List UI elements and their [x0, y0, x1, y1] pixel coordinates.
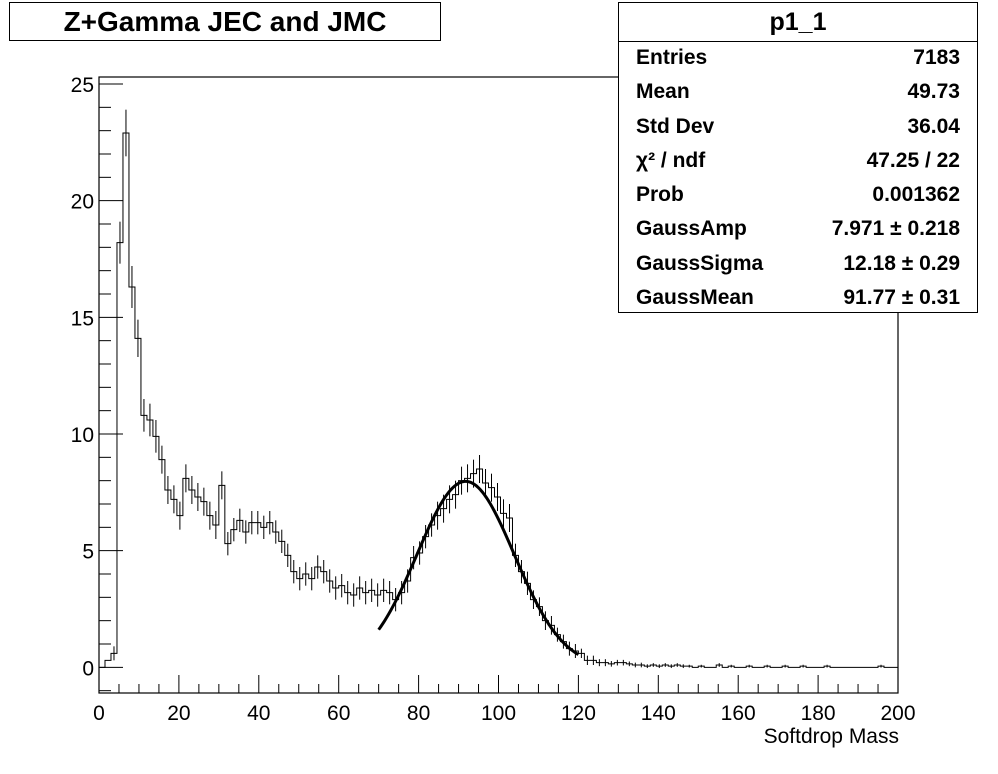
stats-row-gaussamp: GaussAmp 7.971 ± 0.218	[619, 213, 977, 247]
x-tick-label: 160	[721, 702, 756, 725]
stats-row-chi2: χ² / ndf 47.25 / 22	[619, 145, 977, 179]
stats-row-prob: Prob 0.001362	[619, 179, 977, 213]
stats-value: 36.04	[907, 114, 960, 138]
x-tick-label: 140	[641, 702, 676, 725]
stats-row-entries: Entries 7183	[619, 42, 977, 76]
chart-title-box: Z+Gamma JEC and JMC	[9, 2, 441, 41]
x-tick-label: 40	[247, 702, 270, 725]
stats-label: Prob	[636, 183, 684, 207]
stats-label: GaussMean	[636, 286, 754, 310]
x-tick-label: 0	[93, 702, 105, 725]
stats-value: 7.971 ± 0.218	[831, 217, 960, 241]
chart-title: Z+Gamma JEC and JMC	[63, 5, 387, 37]
x-tick-label: 100	[481, 702, 516, 725]
axes: 0 20 40 60 80 100 120 140 160 180 200 0 5 10 15 20 25	[71, 74, 916, 725]
stats-value: 0.001362	[872, 183, 960, 207]
x-tick-label: 180	[801, 702, 836, 725]
stats-row-stddev: Std Dev 36.04	[619, 111, 977, 145]
stats-title: p1_1	[619, 3, 977, 42]
stats-row-mean: Mean 49.73	[619, 76, 977, 110]
y-tick-label: 0	[82, 657, 94, 680]
stats-label: χ² / ndf	[636, 148, 706, 172]
stats-box: p1_1 Entries 7183 Mean 49.73 Std Dev 36.…	[618, 2, 978, 313]
x-tick-label: 120	[561, 702, 596, 725]
histogram	[99, 109, 898, 669]
x-axis-label: Softdrop Mass	[763, 725, 899, 748]
stats-value: 47.25 / 22	[866, 148, 960, 172]
stats-value: 91.77 ± 0.31	[843, 286, 960, 310]
y-tick-label: 10	[71, 424, 94, 447]
stats-row-gaussmean: GaussMean 91.77 ± 0.31	[619, 282, 977, 316]
stats-value: 12.18 ± 0.29	[843, 251, 960, 275]
stats-label: GaussSigma	[636, 251, 764, 275]
y-tick-label: 5	[82, 541, 94, 564]
x-tick-label: 60	[327, 702, 350, 725]
stats-value: 7183	[913, 46, 960, 69]
stats-label: GaussAmp	[636, 217, 747, 241]
stats-row-gausssigma: GaussSigma 12.18 ± 0.29	[619, 248, 977, 282]
stats-value: 49.73	[907, 80, 960, 104]
stats-label: Std Dev	[636, 114, 715, 138]
y-tick-label: 20	[71, 191, 94, 214]
histogram-outline	[99, 132, 898, 668]
gaussian-fit	[377, 479, 580, 656]
fit-curve	[377, 479, 580, 656]
x-tick-label: 80	[407, 702, 430, 725]
x-tick-label: 200	[880, 702, 915, 725]
stats-label: Mean	[636, 80, 690, 104]
x-tick-label: 20	[167, 702, 190, 725]
y-tick-label: 25	[71, 74, 94, 97]
y-tick-label: 15	[71, 307, 94, 330]
stats-label: Entries	[636, 46, 708, 69]
